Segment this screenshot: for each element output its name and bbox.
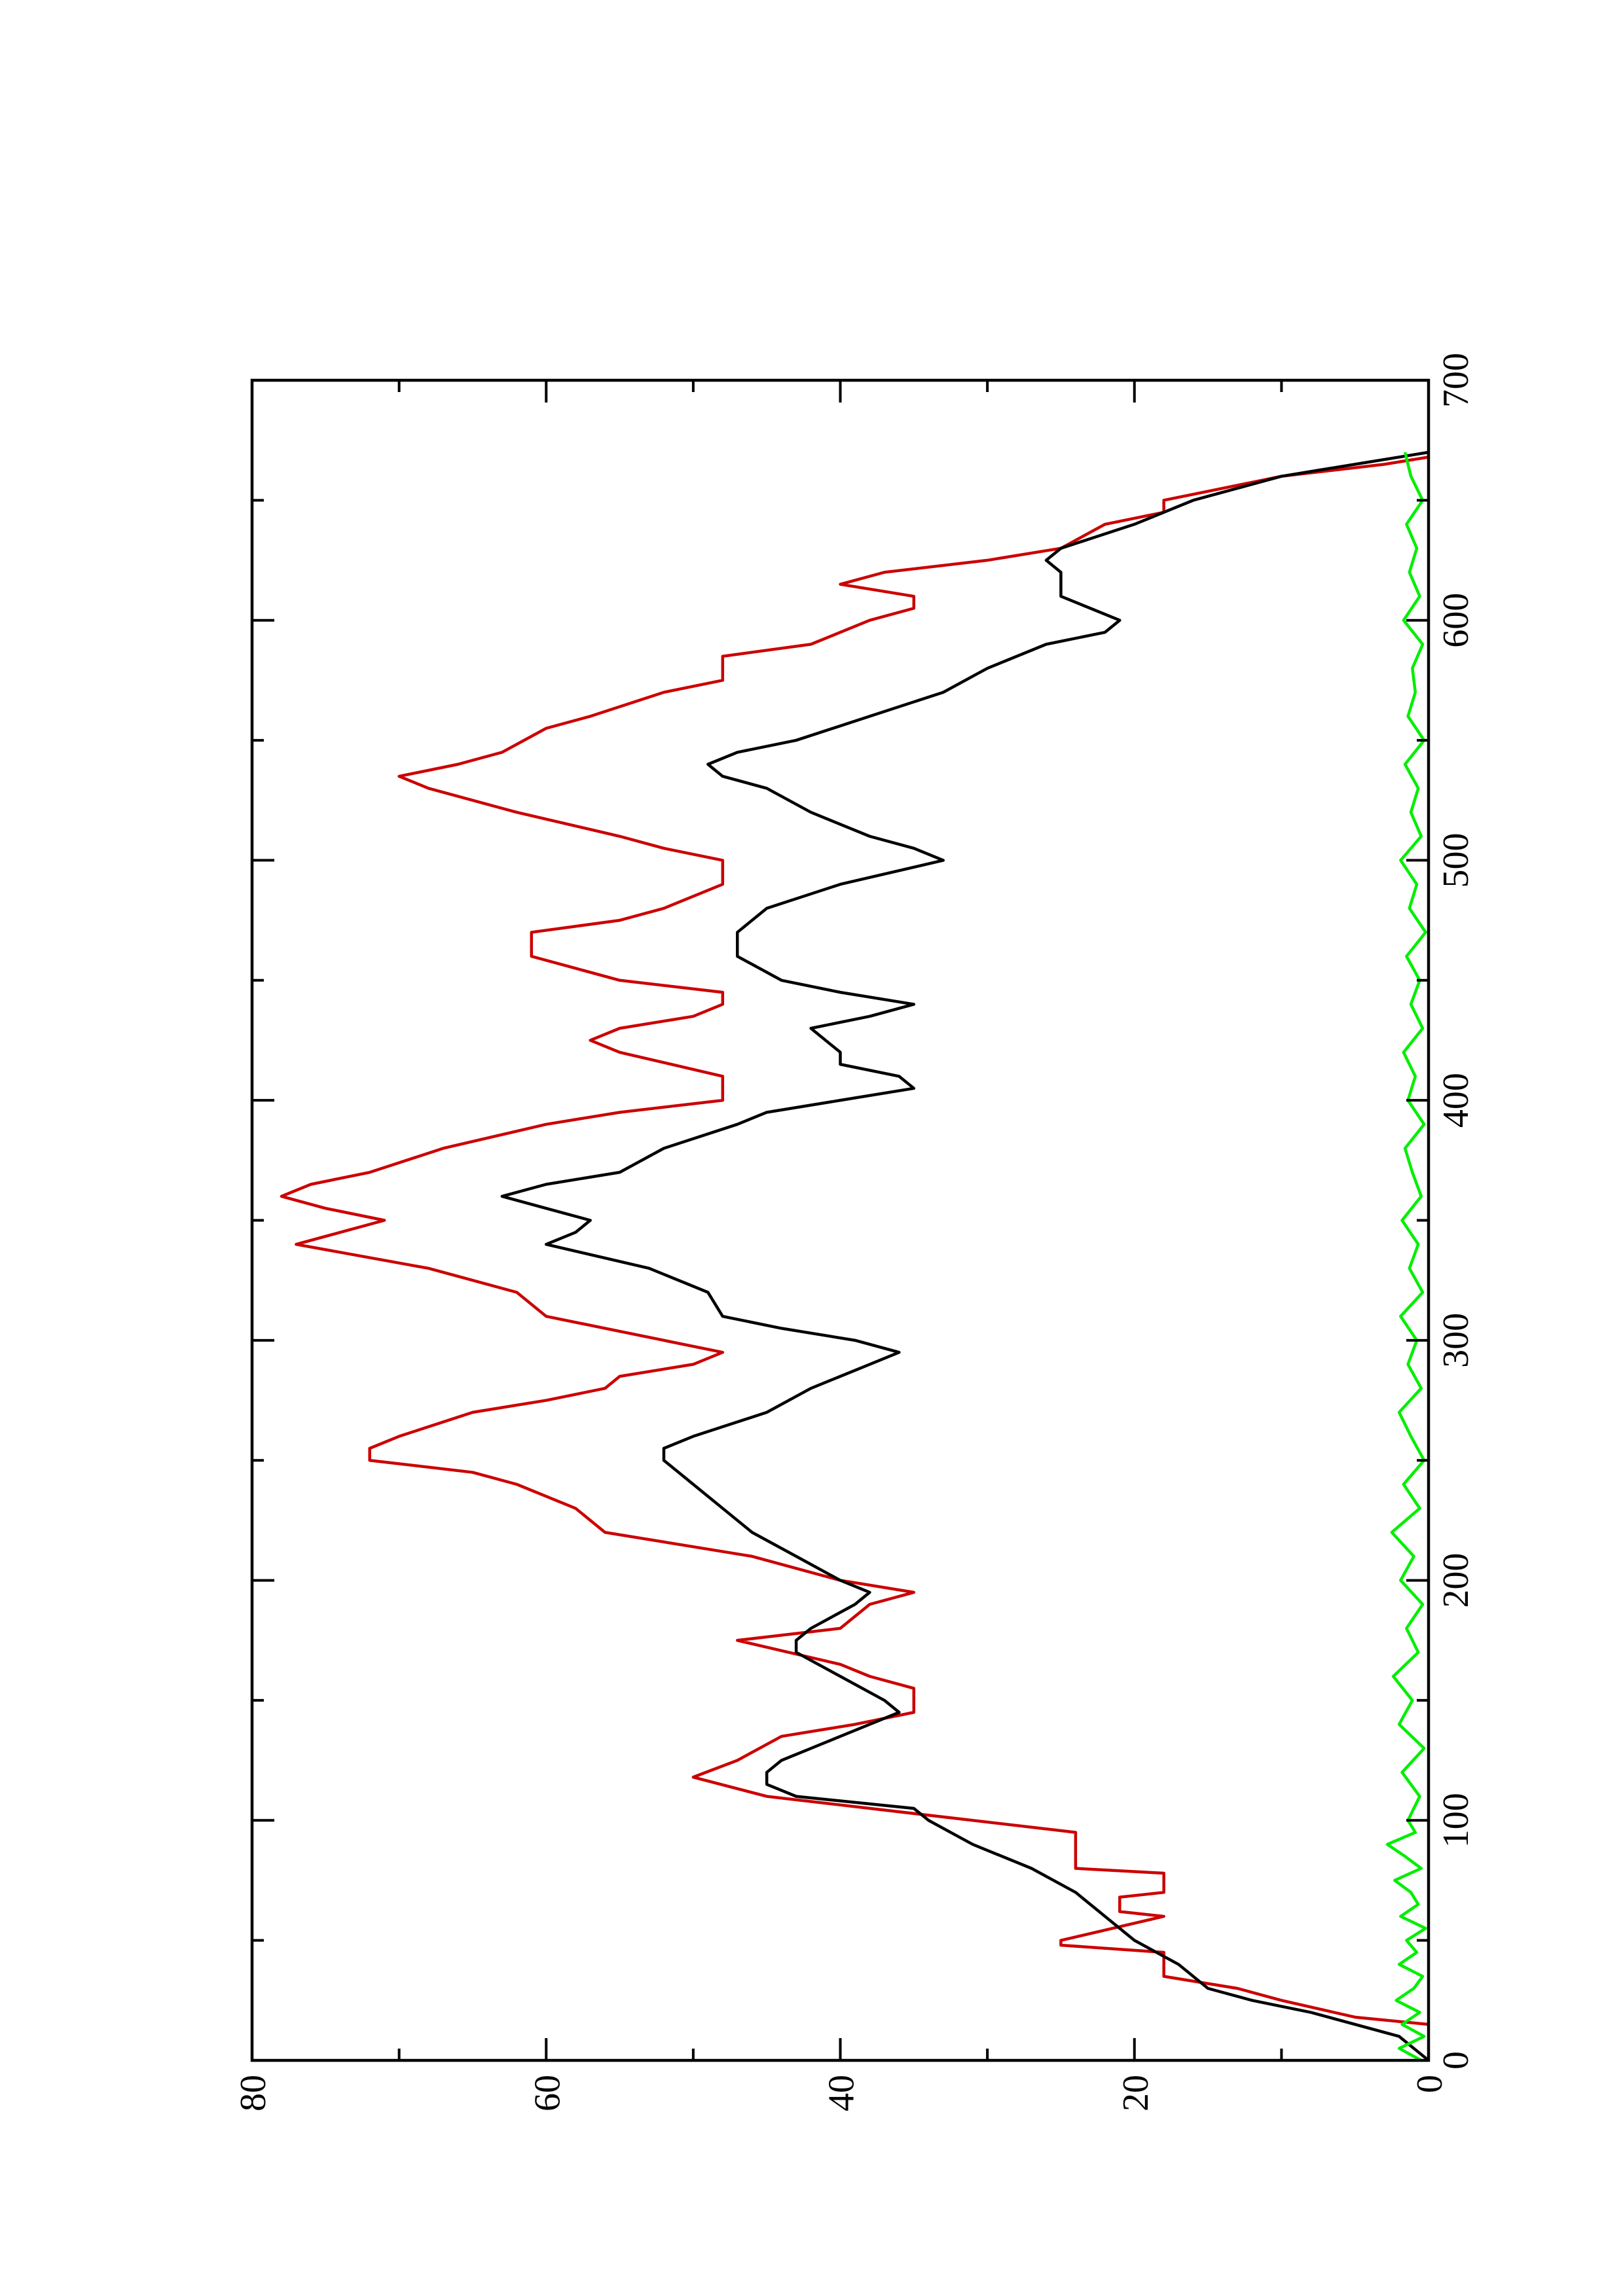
x-tick-label: 300 — [1436, 1313, 1476, 1368]
data-line — [1385, 452, 1427, 2062]
y-tick-label: 40 — [822, 2075, 862, 2111]
x-tick-label: 200 — [1436, 1553, 1476, 1608]
x-tick-label: 400 — [1436, 1073, 1476, 1128]
x-tick-label: 500 — [1436, 833, 1476, 888]
x-tick-label: 0 — [1436, 2051, 1476, 2070]
y-tick-label: 80 — [233, 2075, 274, 2111]
rotated-plot: 0 100 200 300 400 500 600 700 0 20 40 60 80 — [233, 353, 1476, 2111]
y-tick-label: 20 — [1116, 2075, 1156, 2111]
x-tick-label: 600 — [1436, 593, 1476, 648]
data-line — [500, 450, 1430, 2062]
data-line — [280, 456, 1429, 2026]
y-tick-label: 60 — [527, 2075, 568, 2111]
y-tick-label: 0 — [1410, 2075, 1450, 2093]
x-tick-label: 700 — [1436, 353, 1476, 408]
x-tick-label: 100 — [1436, 1793, 1476, 1848]
